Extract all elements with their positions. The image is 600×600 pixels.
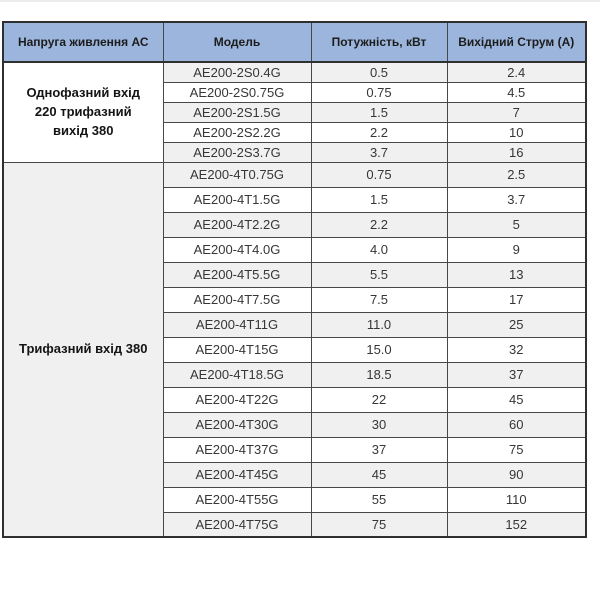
table-row: AE200-4T4.0G 4.0 9 bbox=[3, 236, 587, 263]
table-row: AE200-4T55G 55 110 bbox=[3, 486, 587, 513]
cell-model: AE200-2S2.2G bbox=[162, 121, 312, 143]
cell-model: AE200-4T11G bbox=[162, 311, 312, 338]
cell-power: 30 bbox=[310, 411, 448, 438]
header-row: Напруга живлення АС Модель Потужність, к… bbox=[2, 21, 587, 63]
cell-model: AE200-4T45G bbox=[162, 461, 312, 488]
cell-current: 3.7 bbox=[446, 186, 587, 213]
col-header-output-current: Вихідний Струм (А) bbox=[446, 21, 587, 63]
cell-current: 152 bbox=[446, 511, 587, 538]
cell-power: 1.5 bbox=[310, 101, 448, 123]
cell-current: 10 bbox=[446, 121, 587, 143]
cell-power: 1.5 bbox=[310, 186, 448, 213]
group-label: Однофазний вхід 220 трифазний вихід 380 bbox=[2, 61, 164, 163]
cell-power: 0.75 bbox=[310, 161, 448, 188]
cell-power: 5.5 bbox=[310, 261, 448, 288]
cell-current: 5 bbox=[446, 211, 587, 238]
table-row: AE200-4T18.5G 18.5 37 bbox=[3, 361, 587, 388]
cell-power: 2.2 bbox=[310, 211, 448, 238]
cell-model: AE200-4T22G bbox=[162, 386, 312, 413]
cell-current: 90 bbox=[446, 461, 587, 488]
cell-power: 3.7 bbox=[310, 141, 448, 163]
cell-model: AE200-4T15G bbox=[162, 336, 312, 363]
table-row: AE200-4T22G 22 45 bbox=[3, 386, 587, 413]
cell-current: 110 bbox=[446, 486, 587, 513]
table-row: AE200-2S3.7G 3.7 16 bbox=[3, 141, 587, 163]
cell-model: AE200-2S1.5G bbox=[162, 101, 312, 123]
col-header-power-kw: Потужність, кВт bbox=[310, 21, 448, 63]
cell-power: 11.0 bbox=[310, 311, 448, 338]
cell-power: 0.5 bbox=[310, 61, 448, 83]
cell-model: AE200-4T37G bbox=[162, 436, 312, 463]
cell-power: 37 bbox=[310, 436, 448, 463]
cell-power: 22 bbox=[310, 386, 448, 413]
table-row: AE200-2S1.5G 1.5 7 bbox=[3, 101, 587, 123]
table-row: AE200-4T5.5G 5.5 13 bbox=[3, 261, 587, 288]
cell-power: 4.0 bbox=[310, 236, 448, 263]
table-body: Однофазний вхід 220 трифазний вихід 380 A… bbox=[2, 61, 587, 538]
cell-current: 17 bbox=[446, 286, 587, 313]
cell-model: AE200-4T7.5G bbox=[162, 286, 312, 313]
col-header-model: Модель bbox=[162, 21, 312, 63]
inverter-spec-table: Напруга живлення АС Модель Потужність, к… bbox=[2, 21, 587, 538]
cell-current: 7 bbox=[446, 101, 587, 123]
cell-model: AE200-4T30G bbox=[162, 411, 312, 438]
group-label: Трифазний вхід 380 bbox=[2, 161, 164, 538]
cell-power: 18.5 bbox=[310, 361, 448, 388]
cell-power: 15.0 bbox=[310, 336, 448, 363]
table-header: Напруга живлення АС Модель Потужність, к… bbox=[2, 21, 587, 63]
cell-current: 45 bbox=[446, 386, 587, 413]
cell-current: 9 bbox=[446, 236, 587, 263]
cell-model: AE200-4T2.2G bbox=[162, 211, 312, 238]
cell-power: 2.2 bbox=[310, 121, 448, 143]
cell-power: 0.75 bbox=[310, 81, 448, 103]
top-edge-line bbox=[0, 0, 600, 2]
cell-model: AE200-4T0.75G bbox=[162, 161, 312, 188]
cell-current: 32 bbox=[446, 336, 587, 363]
cell-model: AE200-4T4.0G bbox=[162, 236, 312, 263]
table-row: AE200-4T7.5G 7.5 17 bbox=[3, 286, 587, 313]
cell-current: 37 bbox=[446, 361, 587, 388]
cell-model: AE200-4T18.5G bbox=[162, 361, 312, 388]
cell-model: AE200-2S0.4G bbox=[162, 61, 312, 83]
cell-current: 4.5 bbox=[446, 81, 587, 103]
cell-model: AE200-4T5.5G bbox=[162, 261, 312, 288]
table-row: Однофазний вхід 220 трифазний вихід 380 A… bbox=[2, 61, 587, 163]
cell-model: AE200-4T75G bbox=[162, 511, 312, 538]
table-row: AE200-4T75G 75 152 bbox=[3, 511, 587, 538]
cell-current: 2.5 bbox=[446, 161, 587, 188]
cell-current: 13 bbox=[446, 261, 587, 288]
cell-model: AE200-4T1.5G bbox=[162, 186, 312, 213]
col-header-supply-voltage: Напруга живлення АС bbox=[2, 21, 164, 63]
cell-current: 60 bbox=[446, 411, 587, 438]
cell-model: AE200-2S0.75G bbox=[162, 81, 312, 103]
table-row: AE200-4T15G 15.0 32 bbox=[3, 336, 587, 363]
cell-power: 55 bbox=[310, 486, 448, 513]
cell-model: AE200-2S3.7G bbox=[162, 141, 312, 163]
table-row: AE200-2S0.75G 0.75 4.5 bbox=[3, 81, 587, 103]
table-row: AE200-4T30G 30 60 bbox=[3, 411, 587, 438]
cell-power: 75 bbox=[310, 511, 448, 538]
cell-model: AE200-4T55G bbox=[162, 486, 312, 513]
cell-power: 7.5 bbox=[310, 286, 448, 313]
cell-current: 75 bbox=[446, 436, 587, 463]
cell-power: 45 bbox=[310, 461, 448, 488]
table-row: Трифазний вхід 380 AE200-4T0.75G 0.75 2.5 bbox=[2, 161, 587, 538]
table-row: AE200-4T37G 37 75 bbox=[3, 436, 587, 463]
cell-current: 16 bbox=[446, 141, 587, 163]
table-row: AE200-4T11G 11.0 25 bbox=[3, 311, 587, 338]
cell-current: 25 bbox=[446, 311, 587, 338]
cell-current: 2.4 bbox=[446, 61, 587, 83]
table-row: AE200-2S2.2G 2.2 10 bbox=[3, 121, 587, 143]
